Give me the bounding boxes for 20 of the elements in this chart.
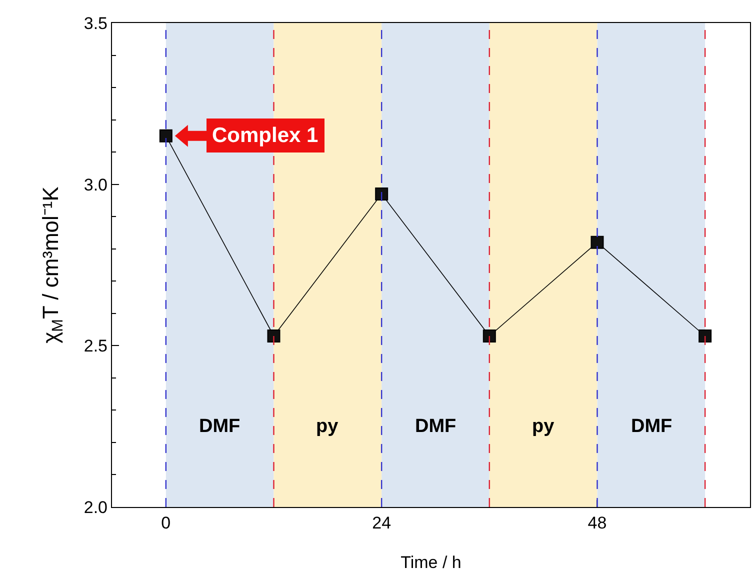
y-tick-label: 2.5 bbox=[84, 336, 108, 356]
point bbox=[590, 236, 604, 249]
point bbox=[375, 188, 388, 201]
x-tick-label: 0 bbox=[161, 514, 171, 532]
band-label: DMF bbox=[631, 416, 672, 437]
annotation: Complex 1 bbox=[212, 124, 319, 147]
y-tick-label: 3.0 bbox=[84, 175, 108, 194]
band-label: DMF bbox=[415, 416, 456, 437]
x-tick-label: 48 bbox=[588, 514, 607, 532]
point bbox=[267, 329, 280, 342]
band-label: py bbox=[532, 416, 555, 437]
x-tick-label: 24 bbox=[372, 514, 392, 532]
band-label: py bbox=[316, 416, 339, 437]
point bbox=[698, 329, 712, 342]
y-tick-label: 3.5 bbox=[84, 14, 108, 33]
band-label: DMF bbox=[199, 416, 240, 437]
y-tick-label: 2.0 bbox=[84, 498, 108, 517]
point bbox=[159, 129, 172, 142]
point bbox=[482, 329, 496, 342]
x-axis-title: Time / h bbox=[400, 553, 462, 572]
